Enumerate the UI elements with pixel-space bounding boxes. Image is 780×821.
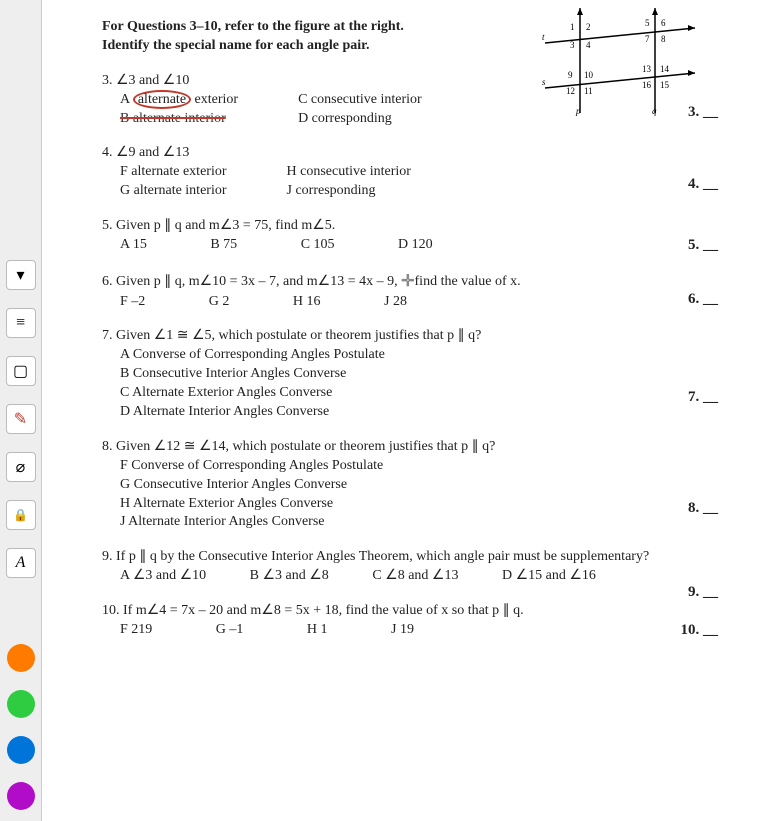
question-6: 6. Given p ∥ q, m∠10 = 3x – 7, and m∠13 … bbox=[102, 271, 722, 311]
q6-opt-j: J 28 bbox=[384, 294, 407, 309]
worksheet-page: 12 34 56 78 910 1211 1314 1615 t s p q F… bbox=[42, 0, 780, 821]
q4-stem: 4. ∠9 and ∠13 bbox=[102, 144, 722, 163]
q5-opt-b: B 75 bbox=[210, 237, 237, 252]
q10-opt-h: H 1 bbox=[307, 622, 328, 637]
q5-opt-d: D 120 bbox=[398, 237, 433, 252]
q6-opt-f: F –2 bbox=[120, 294, 145, 309]
q9-blank: 9. __ bbox=[688, 582, 718, 602]
checkbox-tool[interactable]: ▢ bbox=[6, 356, 36, 386]
cursor-icon: ✛ bbox=[401, 271, 414, 293]
q3-stem: 3. ∠3 and ∠10 bbox=[102, 72, 722, 91]
q10-opt-j: J 19 bbox=[391, 622, 414, 637]
q5-opt-a: A 15 bbox=[120, 237, 147, 252]
lock-tool[interactable]: 🔒 bbox=[6, 500, 36, 530]
q4-opt-g: G alternate interior bbox=[120, 182, 227, 201]
color-green[interactable] bbox=[7, 690, 35, 718]
text-tool[interactable]: A bbox=[6, 548, 36, 578]
question-7: 7. Given ∠1 ≅ ∠5, which postulate or the… bbox=[102, 327, 722, 421]
q8-opt-j: J Alternate Interior Angles Converse bbox=[120, 513, 722, 532]
q8-opt-g: G Consecutive Interior Angles Converse bbox=[120, 476, 722, 495]
q8-opt-h: H Alternate Exterior Angles Converse bbox=[120, 495, 722, 514]
svg-text:1: 1 bbox=[570, 22, 575, 32]
svg-text:2: 2 bbox=[586, 22, 591, 32]
dropdown-icon: ▾ bbox=[16, 265, 24, 285]
stamp-icon: ⌀ bbox=[16, 457, 26, 477]
header-line1: For Questions 3–10, refer to the figure … bbox=[102, 18, 562, 37]
svg-text:7: 7 bbox=[645, 34, 650, 44]
q4-blank: 4. __ bbox=[688, 174, 718, 194]
q7-opt-b: B Consecutive Interior Angles Converse bbox=[120, 365, 722, 384]
q4-opt-h: H consecutive interior bbox=[287, 163, 411, 182]
q7-opt-a: A Converse of Corresponding Angles Postu… bbox=[120, 346, 722, 365]
q10-opt-f: F 219 bbox=[120, 622, 152, 637]
q8-stem: 8. Given ∠12 ≅ ∠14, which postulate or t… bbox=[102, 438, 722, 457]
color-purple[interactable] bbox=[7, 782, 35, 810]
q6-blank: 6. __ bbox=[688, 289, 718, 309]
q3-opt-c: C consecutive interior bbox=[298, 91, 422, 110]
header-line2: Identify the special name for each angle… bbox=[102, 37, 562, 56]
menu-icon: ≡ bbox=[16, 314, 25, 332]
stamp-tool[interactable]: ⌀ bbox=[6, 452, 36, 482]
q4-opt-j: J corresponding bbox=[287, 182, 411, 201]
svg-text:t: t bbox=[542, 32, 545, 42]
q3-opt-b: B alternate interior bbox=[120, 110, 238, 129]
q3-blank: 3. __ bbox=[688, 102, 718, 122]
q5-opt-c: C 105 bbox=[301, 237, 335, 252]
svg-text:3: 3 bbox=[570, 40, 575, 50]
q10-stem: 10. If m∠4 = 7x – 20 and m∠8 = 5x + 18, … bbox=[102, 602, 722, 621]
q10-opt-g: G –1 bbox=[216, 622, 244, 637]
color-orange[interactable] bbox=[7, 644, 35, 672]
q9-opt-a: A ∠3 and ∠10 bbox=[120, 568, 206, 583]
q3-opt-a: A alternate exterior bbox=[120, 91, 238, 110]
q7-opt-c: C Alternate Exterior Angles Converse bbox=[120, 384, 722, 403]
checkbox-icon: ▢ bbox=[13, 361, 28, 381]
instructions: For Questions 3–10, refer to the figure … bbox=[102, 18, 562, 56]
dropdown-tool[interactable]: ▾ bbox=[6, 260, 36, 290]
q8-blank: 8. __ bbox=[688, 498, 718, 518]
q7-opt-d: D Alternate Interior Angles Converse bbox=[120, 403, 722, 422]
q9-opt-c: C ∠8 and ∠13 bbox=[372, 568, 458, 583]
q10-blank: 10. __ bbox=[681, 620, 719, 640]
menu-tool[interactable]: ≡ bbox=[6, 308, 36, 338]
q8-opt-f: F Converse of Corresponding Angles Postu… bbox=[120, 457, 722, 476]
q9-stem: 9. If p ∥ q by the Consecutive Interior … bbox=[102, 548, 662, 567]
q9-opt-d: D ∠15 and ∠16 bbox=[502, 568, 596, 583]
q6-stem: 6. Given p ∥ q, m∠10 = 3x – 7, and m∠13 … bbox=[102, 271, 722, 293]
q4-opt-f: F alternate exterior bbox=[120, 163, 227, 182]
svg-text:5: 5 bbox=[645, 18, 650, 28]
svg-text:6: 6 bbox=[661, 18, 666, 28]
svg-text:8: 8 bbox=[661, 34, 666, 44]
q7-blank: 7. __ bbox=[688, 387, 718, 407]
q6-opt-h: H 16 bbox=[293, 294, 321, 309]
color-blue[interactable] bbox=[7, 736, 35, 764]
question-9: 9. If p ∥ q by the Consecutive Interior … bbox=[102, 548, 722, 586]
question-3: 3. ∠3 and ∠10 A alternate exterior B alt… bbox=[102, 72, 722, 129]
text-icon: A bbox=[16, 554, 26, 572]
q5-stem: 5. Given p ∥ q and m∠3 = 75, find m∠5. bbox=[102, 217, 722, 236]
lock-icon: 🔒 bbox=[13, 508, 28, 523]
q5-blank: 5. __ bbox=[688, 235, 718, 255]
q6-opt-g: G 2 bbox=[209, 294, 230, 309]
pencil-icon: ✎ bbox=[14, 409, 27, 429]
q3-opt-d: D corresponding bbox=[298, 110, 422, 129]
q7-stem: 7. Given ∠1 ≅ ∠5, which postulate or the… bbox=[102, 327, 722, 346]
svg-text:4: 4 bbox=[586, 40, 591, 50]
left-toolbar: ▾ ≡ ▢ ✎ ⌀ 🔒 A bbox=[0, 0, 42, 821]
question-10: 10. If m∠4 = 7x – 20 and m∠8 = 5x + 18, … bbox=[102, 602, 722, 640]
question-8: 8. Given ∠12 ≅ ∠14, which postulate or t… bbox=[102, 438, 722, 532]
pencil-tool[interactable]: ✎ bbox=[6, 404, 36, 434]
q9-opt-b: B ∠3 and ∠8 bbox=[250, 568, 329, 583]
question-4: 4. ∠9 and ∠13 F alternate exterior G alt… bbox=[102, 144, 722, 201]
question-5: 5. Given p ∥ q and m∠3 = 75, find m∠5. A… bbox=[102, 217, 722, 255]
